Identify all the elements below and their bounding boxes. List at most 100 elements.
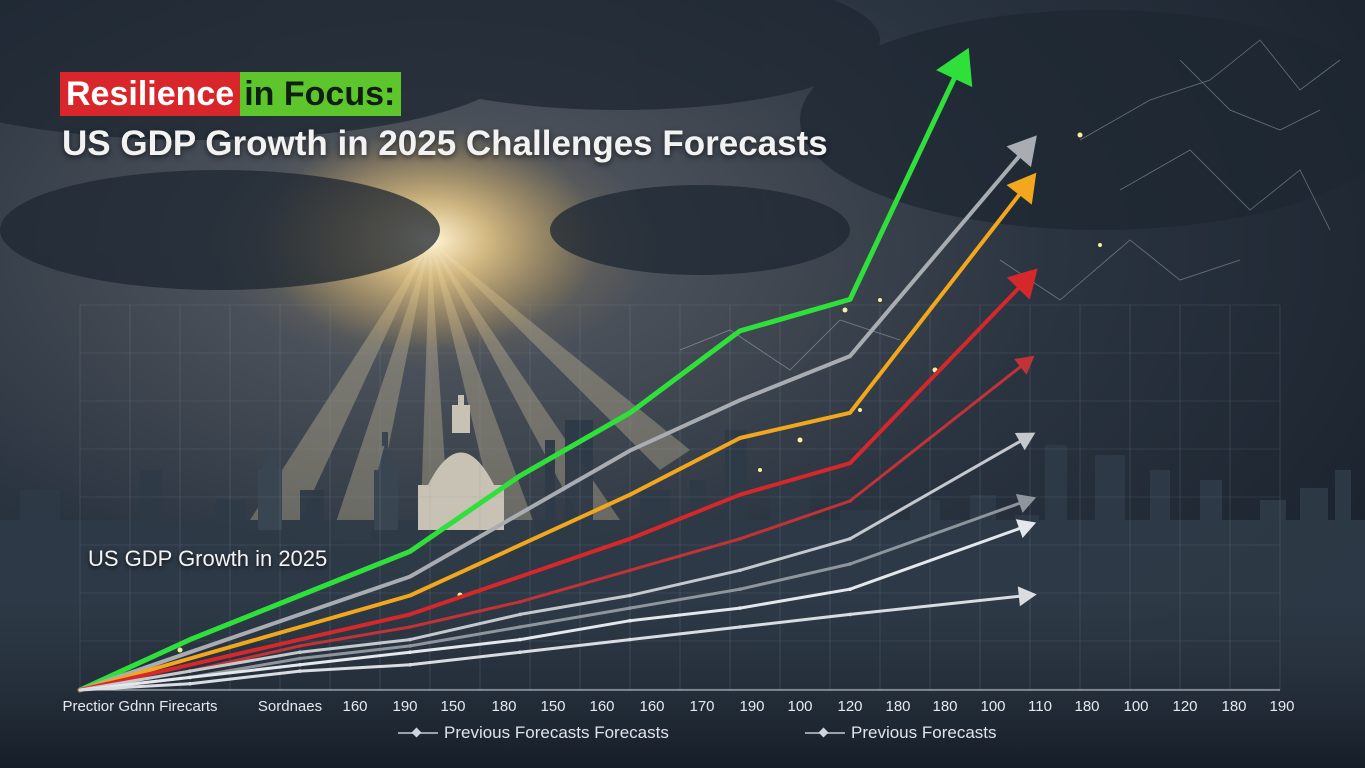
data-point	[738, 587, 742, 591]
series-7	[78, 494, 1037, 692]
legend-item-2: Previous Forecasts	[805, 722, 997, 744]
data-point	[408, 574, 412, 579]
title-highlight-red: Resilience	[60, 72, 241, 116]
data-point	[738, 537, 742, 541]
data-point	[188, 663, 192, 667]
series-arrowhead	[1015, 519, 1037, 539]
data-point	[848, 562, 852, 566]
legend-line-marker-icon	[805, 727, 845, 739]
data-point	[848, 499, 852, 503]
data-point	[848, 354, 852, 358]
data-point	[188, 669, 192, 673]
x-tick-label: 160	[342, 698, 367, 715]
data-point	[738, 568, 742, 573]
data-point	[188, 675, 192, 680]
data-point	[518, 543, 522, 547]
series-lines	[77, 47, 1038, 693]
data-point	[518, 625, 522, 629]
data-point	[628, 568, 632, 573]
data-point	[518, 574, 522, 579]
data-point	[848, 537, 852, 541]
data-point	[298, 656, 302, 661]
series-arrowhead	[1006, 268, 1038, 300]
series-arrowhead	[1017, 586, 1037, 607]
data-point	[738, 492, 742, 497]
data-point	[518, 600, 522, 604]
x-tick-label: 180	[491, 698, 516, 715]
data-point	[298, 625, 302, 629]
x-tick-label: 160	[639, 698, 664, 715]
data-point	[188, 681, 192, 686]
legend-item-label: Previous Forecasts Forecasts	[444, 723, 669, 742]
data-point	[298, 650, 302, 654]
series-1	[77, 47, 973, 693]
data-point	[408, 593, 412, 598]
data-point	[848, 411, 852, 415]
capitol-dome	[418, 395, 504, 530]
data-point	[848, 587, 852, 591]
data-point	[628, 637, 632, 642]
x-tick-label: 190	[1269, 698, 1294, 715]
data-point	[518, 474, 522, 478]
series-6	[78, 432, 1036, 692]
x-tick-label: 180	[932, 698, 957, 715]
series-arrowhead	[1014, 355, 1035, 375]
data-point	[848, 297, 852, 302]
series-arrowhead	[1006, 135, 1037, 168]
data-point	[518, 637, 522, 642]
data-point	[408, 650, 412, 654]
statue-silhouettes	[258, 432, 398, 530]
data-point	[738, 398, 742, 403]
x-tick-label: Prectior Gdnn Firecarts	[62, 698, 217, 715]
series-9	[78, 586, 1037, 692]
series-4	[78, 268, 1038, 692]
data-point	[188, 656, 192, 661]
x-tick-label: 150	[540, 698, 565, 715]
data-point	[408, 644, 412, 648]
page-title: US GDP Growth in 2025 Challenges Forecas…	[62, 124, 828, 163]
title-highlight-green: in Focus:	[240, 72, 402, 116]
data-point	[298, 644, 302, 648]
data-point	[298, 663, 302, 667]
series-5	[78, 355, 1035, 692]
series-arrowhead	[1006, 172, 1037, 205]
title-highlight: Resilience in Focus:	[60, 72, 402, 116]
chart-grid	[79, 304, 1281, 690]
data-point	[628, 618, 632, 623]
data-point	[298, 593, 302, 598]
legend-item-1: Previous Forecasts Forecasts	[398, 722, 669, 744]
data-point	[188, 650, 192, 654]
series-line	[78, 184, 1028, 692]
data-point	[298, 669, 302, 673]
data-point	[738, 329, 742, 333]
data-point	[628, 593, 632, 598]
data-point	[518, 612, 522, 617]
data-point	[628, 448, 632, 453]
data-point	[848, 461, 852, 466]
data-point	[738, 436, 742, 440]
legend-line-marker-icon	[398, 727, 438, 739]
x-tick-label: 180	[885, 698, 910, 715]
data-point	[518, 650, 522, 654]
data-point	[848, 612, 852, 617]
data-point	[738, 606, 742, 610]
data-point	[518, 511, 522, 516]
x-tick-label: 180	[1074, 698, 1099, 715]
data-point	[408, 625, 412, 629]
data-point	[628, 606, 632, 610]
x-tick-label: 120	[1172, 698, 1197, 715]
x-tick-label: 150	[440, 698, 465, 715]
data-point	[628, 492, 632, 497]
data-point	[408, 637, 412, 642]
data-point	[408, 663, 412, 667]
data-point	[628, 411, 632, 415]
data-point	[408, 612, 412, 617]
data-point	[408, 549, 412, 554]
data-point	[298, 612, 302, 617]
x-tick-label: 120	[837, 698, 862, 715]
sparkle-dots	[177, 132, 1102, 653]
x-tick-label: 190	[392, 698, 417, 715]
x-tick-label: 100	[1123, 698, 1148, 715]
